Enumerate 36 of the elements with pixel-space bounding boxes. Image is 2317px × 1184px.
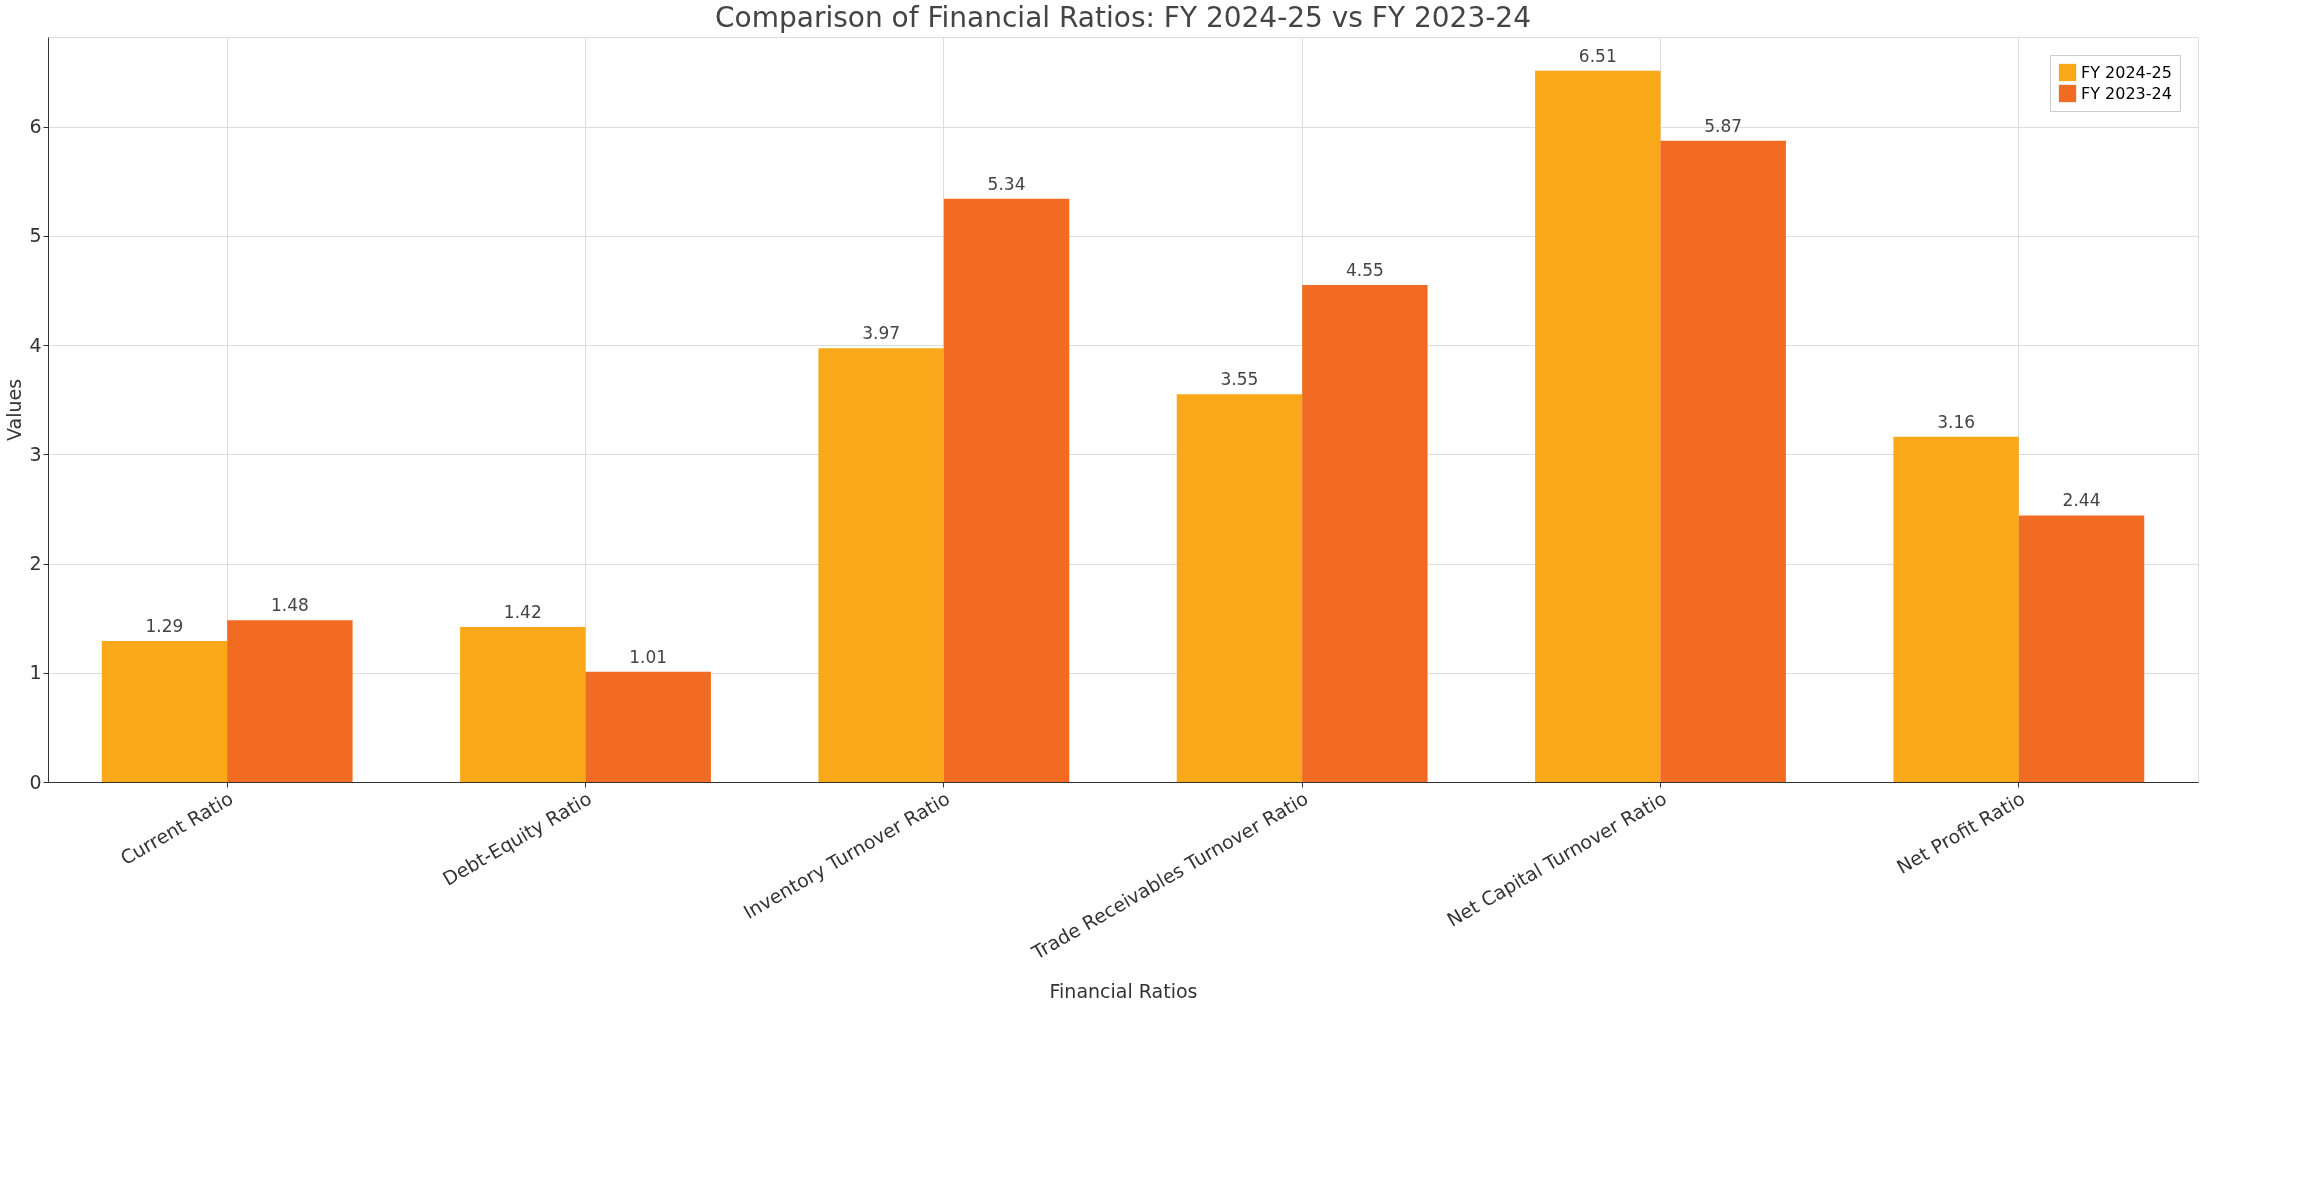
bar (1893, 436, 2019, 782)
legend-label: FY 2023-24 (2081, 83, 2172, 103)
data-label: 1.29 (145, 616, 184, 637)
data-label: 3.16 (1937, 411, 1976, 432)
bar (943, 198, 1070, 782)
bar (1302, 284, 1428, 782)
bar (1176, 394, 1303, 782)
data-label: 1.01 (629, 646, 668, 667)
bar (460, 626, 586, 782)
bar (1535, 70, 1661, 782)
y-tick-label: 1 (29, 661, 42, 684)
bar (227, 620, 353, 782)
data-label: 3.55 (1220, 369, 1259, 390)
y-tick-label: 3 (29, 442, 42, 465)
data-label: 3.97 (862, 323, 901, 344)
x-axis-title: Financial Ratios (1049, 980, 1198, 1003)
y-tick-label: 0 (29, 770, 42, 793)
bar (101, 641, 228, 782)
y-tick-label: 2 (29, 552, 42, 575)
y-tick-label: 4 (29, 333, 42, 356)
bar (2018, 515, 2145, 782)
data-label: 1.42 (503, 601, 542, 622)
chart-title: Comparison of Financial Ratios: FY 2024-25 vs FY 2023-24 (715, 1, 1531, 34)
y-tick-label: 6 (29, 115, 42, 138)
bar (585, 671, 711, 782)
data-label: 6.51 (1578, 45, 1617, 66)
data-label: 1.48 (270, 595, 309, 616)
legend-label: FY 2024-25 (2081, 62, 2172, 82)
y-axis-title: Values (3, 378, 26, 442)
data-label: 2.44 (2062, 490, 2101, 511)
bar (1660, 140, 1786, 782)
bar (818, 348, 944, 782)
y-tick-label: 5 (29, 224, 42, 247)
data-label: 5.87 (1704, 115, 1743, 136)
data-label: 4.55 (1345, 259, 1384, 280)
data-label: 5.34 (987, 173, 1026, 194)
